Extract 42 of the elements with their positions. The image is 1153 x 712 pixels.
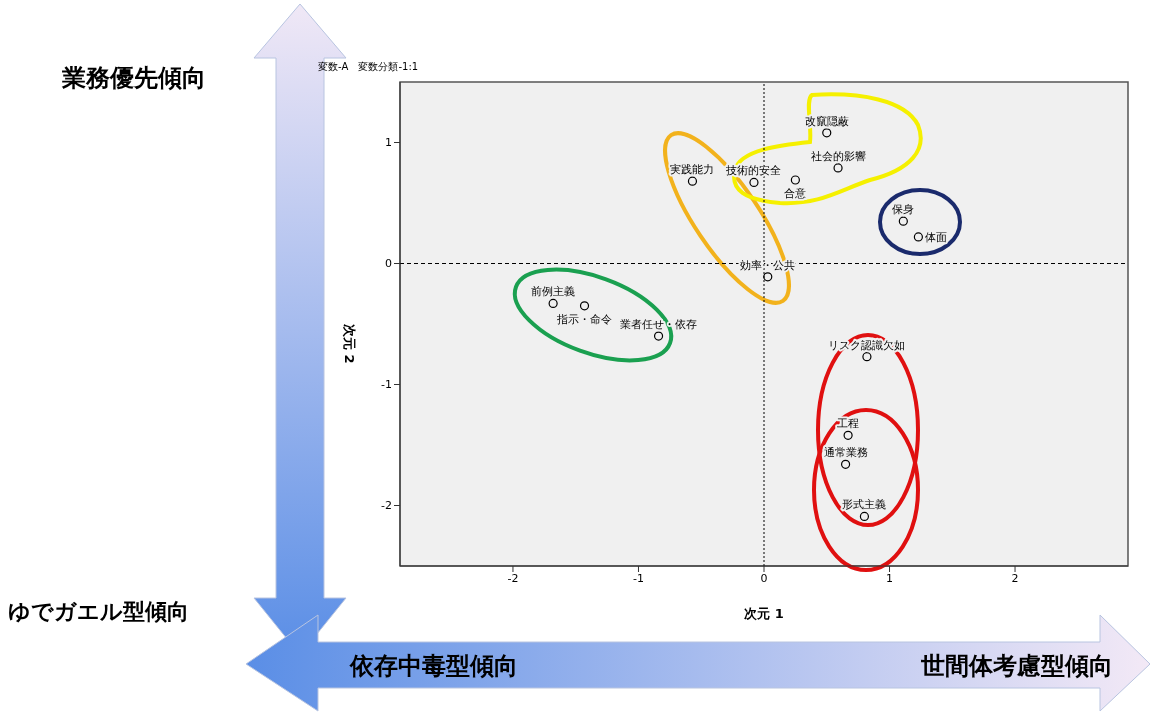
point [822,128,832,138]
annotation: 指示・命令 [556,312,613,326]
point [763,272,773,282]
annotation: 実践能力 [670,163,715,177]
annotation: 工程 [837,417,860,431]
text: 依存中毒型傾向 [350,651,518,682]
point [859,511,870,521]
y-axis-title: 次元 2 [342,324,358,364]
x-tick-label: 1 [886,571,894,585]
annotation: 合意 [784,187,807,201]
annotation: 社会的影響 [810,149,866,163]
point [913,232,923,242]
point [833,163,843,173]
text: 業務優先傾向 [62,63,206,94]
point [843,430,853,440]
text: ゆでガエル型傾向 [8,598,189,626]
annotation: 体面 [925,230,948,244]
y-tick-label: 0 [385,257,392,271]
point [862,352,872,362]
point [840,459,851,469]
point [687,176,698,186]
point [790,175,800,185]
x-tick-label: -2 [507,571,519,585]
annotation: 業者任せ・依存 [620,318,698,332]
text: 世間体考慮型傾向 [921,651,1113,682]
y-tick-label: -1 [381,378,392,392]
x-tick-label: -1 [633,571,644,585]
point [749,177,759,188]
annotation: 通常業務 [823,446,868,460]
point [548,298,558,309]
y-tick-label: -2 [381,499,392,513]
x-tick-label: 0 [760,571,768,585]
point [579,301,590,311]
x-axis-title: 次元 1 [744,606,784,621]
y-tick-label: 1 [385,136,392,150]
annotation: 前例主義 [531,285,576,299]
point [898,216,908,226]
annotation: 保身 [892,203,915,217]
point [653,331,664,341]
x-tick-label: 2 [1011,571,1019,585]
annotation: 形式主義 [842,498,887,512]
text: 変数-A 変数分類-1:1 [318,60,419,74]
